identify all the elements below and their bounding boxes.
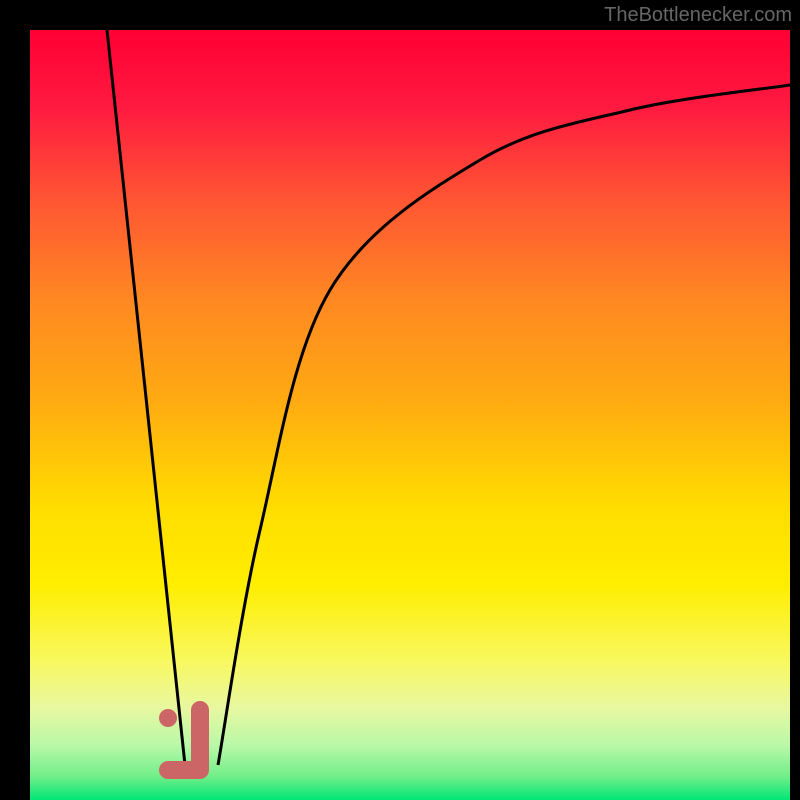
watermark-text: TheBottlenecker.com	[604, 4, 792, 27]
anomaly-marker-dot	[159, 709, 177, 727]
chart-curves	[30, 30, 790, 800]
right-ascent-curve	[218, 85, 790, 765]
chart-area	[30, 30, 790, 800]
left-descent-curve	[107, 30, 185, 765]
